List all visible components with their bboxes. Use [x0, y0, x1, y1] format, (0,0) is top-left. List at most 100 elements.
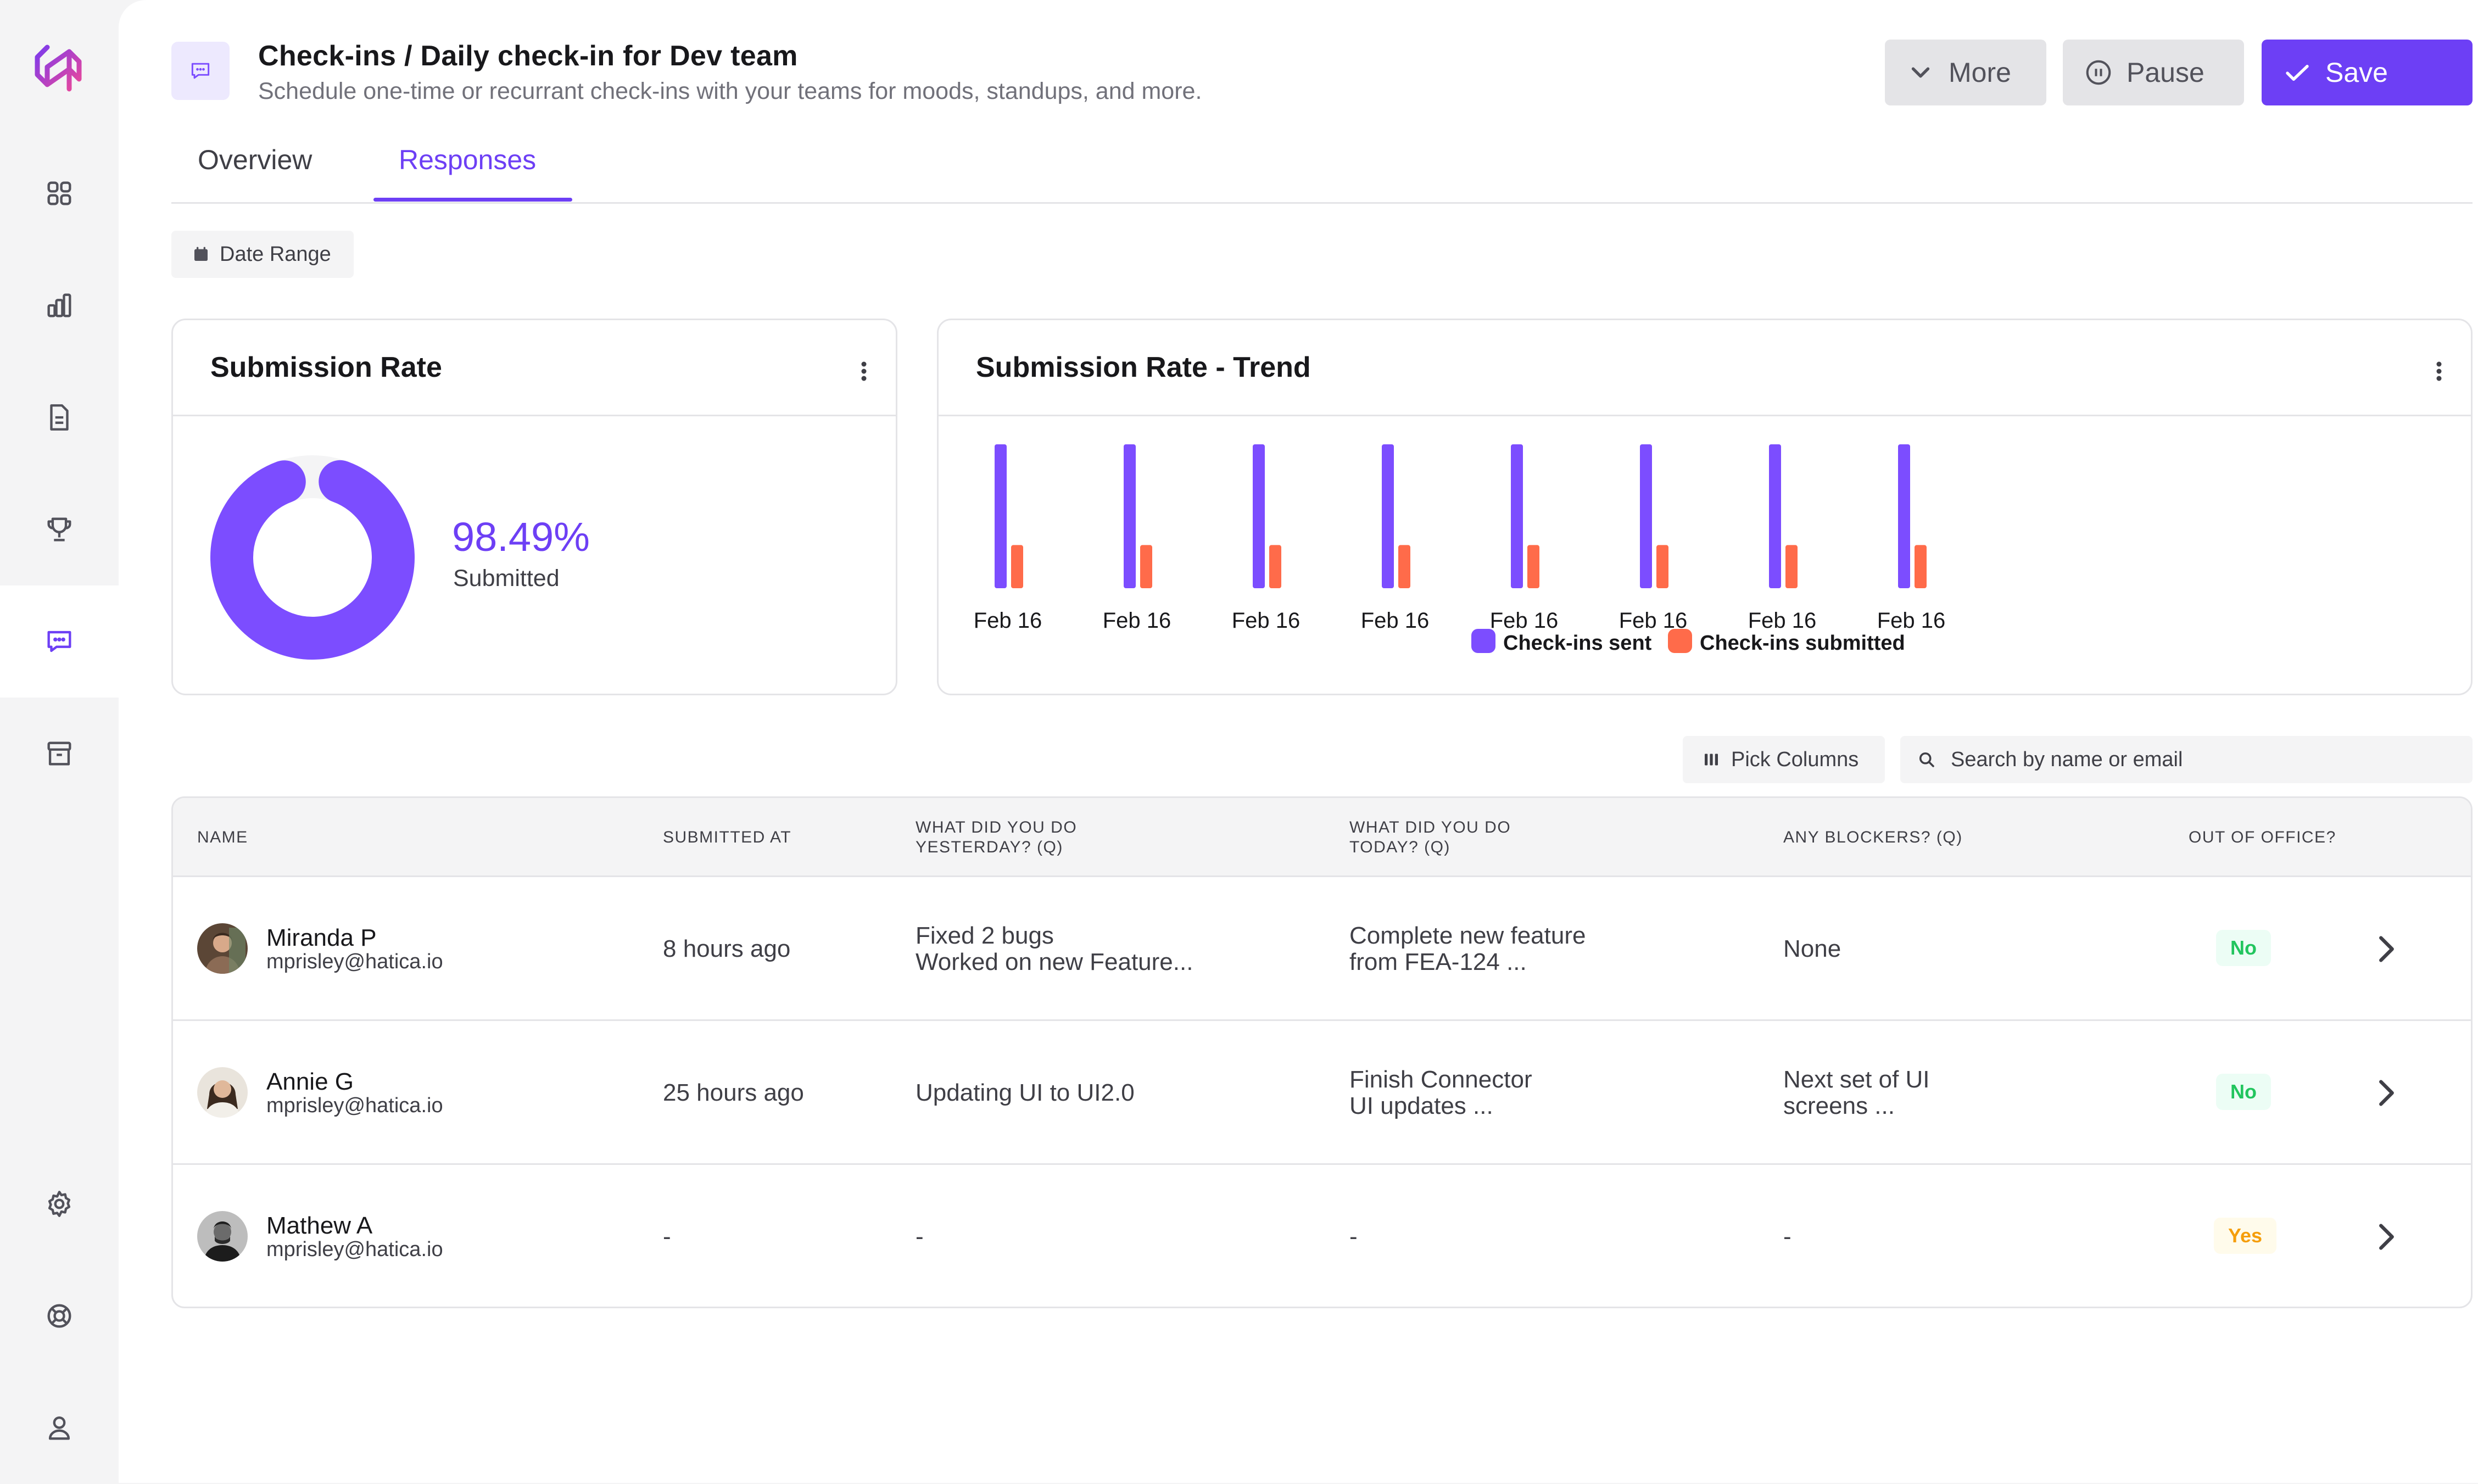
- user-info: Mathew A mprisley@hatica.io: [266, 1213, 443, 1261]
- blockers-cell: None: [1783, 935, 1841, 962]
- bar-sent[interactable]: [1382, 444, 1394, 588]
- date-range-button[interactable]: Date Range: [171, 231, 354, 278]
- column-header-out-of-office[interactable]: OUT OF OFFICE?: [2189, 828, 2336, 846]
- chat-icon: [191, 63, 210, 79]
- sidebar-item-dashboard[interactable]: [0, 137, 119, 249]
- pause-icon: [2086, 60, 2111, 85]
- column-header-blockers[interactable]: ANY BLOCKERS? (Q): [1783, 828, 1963, 846]
- bar-sent[interactable]: [1898, 444, 1910, 588]
- legend-label: Check-ins sent: [1503, 632, 1652, 655]
- responses-table: NAME SUBMITTED AT WHAT DID YOU DO YESTER…: [171, 796, 2473, 1308]
- bar-sent[interactable]: [995, 444, 1007, 588]
- bar-submitted[interactable]: [1527, 545, 1539, 588]
- user-info: Miranda P mprisley@hatica.io: [266, 925, 443, 973]
- submission-trend-chart: Feb 16 Feb 16 Feb 16 Feb 16 Feb 16 Feb 16 Feb …: [974, 444, 1945, 655]
- bar-submitted[interactable]: [1269, 545, 1281, 588]
- tab-overview[interactable]: Overview: [198, 144, 312, 175]
- chevron-down-icon: [1911, 67, 1930, 78]
- bar-submitted[interactable]: [1011, 545, 1023, 588]
- bar-submitted[interactable]: [1398, 545, 1410, 588]
- user-email: mprisley@hatica.io: [266, 950, 443, 973]
- bar-submitted[interactable]: [1656, 545, 1668, 588]
- column-header-name[interactable]: NAME: [197, 828, 248, 846]
- card-divider: [939, 415, 2471, 416]
- tab-responses[interactable]: Responses: [399, 144, 537, 175]
- sidebar-item-reports[interactable]: [0, 361, 119, 473]
- tabs-divider: [171, 202, 2473, 204]
- submission-rate-title: Submission Rate: [210, 352, 442, 383]
- donut-arc-submitted: [210, 455, 415, 660]
- out-of-office-badge: No: [2216, 1074, 2271, 1110]
- bar-submitted[interactable]: [1915, 545, 1927, 588]
- bar-submitted[interactable]: [1140, 545, 1152, 588]
- submission-trend-card: Submission Rate - Trend Feb 16 Feb 16 Feb …: [937, 319, 2473, 695]
- pick-columns-button[interactable]: Pick Columns: [1683, 736, 1885, 783]
- x-tick-label: Feb 16: [1619, 609, 1688, 633]
- chevron-right-icon[interactable]: [2367, 930, 2405, 968]
- legend-swatch: [1668, 629, 1692, 653]
- calendar-icon: [194, 247, 208, 261]
- settings-icon: [48, 1191, 71, 1217]
- sidebar-item-profile[interactable]: [0, 1372, 119, 1484]
- bar-sent[interactable]: [1124, 444, 1136, 588]
- kebab-menu-icon[interactable]: [2428, 352, 2450, 390]
- check-icon: [2286, 65, 2309, 81]
- avatar: [197, 923, 248, 974]
- sidebar-item-analytics[interactable]: [0, 249, 119, 361]
- more-button[interactable]: More: [1885, 40, 2046, 105]
- blockers-cell: -: [1783, 1223, 1791, 1250]
- pause-button-label: Pause: [2127, 57, 2204, 88]
- card-divider: [173, 415, 896, 416]
- out-of-office-badge: No: [2216, 930, 2271, 966]
- sidebar-item-checkins[interactable]: [0, 585, 119, 698]
- x-tick-label: Feb 16: [1232, 609, 1301, 633]
- bar-sent[interactable]: [1640, 444, 1652, 588]
- table-header: NAME SUBMITTED AT WHAT DID YOU DO YESTER…: [173, 798, 2471, 877]
- page-subtitle: Schedule one-time or recurrant check-ins…: [258, 78, 1202, 104]
- today-cell: Finish Connector UI updates ...: [1349, 1066, 1532, 1119]
- x-tick-label: Feb 16: [1361, 609, 1430, 633]
- save-button-label: Save: [2325, 57, 2388, 88]
- bar-sent[interactable]: [1253, 444, 1265, 588]
- chevron-right-icon[interactable]: [2367, 1074, 2405, 1112]
- hatica-logo[interactable]: [31, 41, 86, 96]
- chevron-right-icon[interactable]: [2367, 1218, 2405, 1256]
- more-button-label: More: [1949, 57, 2011, 88]
- submission-caption: Submitted: [453, 565, 560, 592]
- column-header-yesterday[interactable]: WHAT DID YOU DO YESTERDAY? (Q): [916, 818, 1078, 856]
- sidebar-item-help[interactable]: [0, 1260, 119, 1372]
- avatar: [197, 1211, 248, 1262]
- column-header-submitted-at[interactable]: SUBMITTED AT: [663, 828, 792, 846]
- column-header-today[interactable]: WHAT DID YOU DO TODAY? (Q): [1349, 818, 1511, 856]
- pick-columns-label: Pick Columns: [1731, 747, 1859, 771]
- user-email: mprisley@hatica.io: [266, 1094, 443, 1117]
- save-button[interactable]: Save: [2262, 40, 2473, 105]
- document-icon: [50, 404, 69, 431]
- sidebar-item-settings[interactable]: [0, 1148, 119, 1260]
- pause-button[interactable]: Pause: [2063, 40, 2244, 105]
- bar-submitted[interactable]: [1785, 545, 1798, 588]
- x-tick-label: Feb 16: [1103, 609, 1171, 633]
- yesterday-cell: -: [916, 1223, 924, 1250]
- sidebar-item-archive[interactable]: [0, 698, 119, 810]
- table-row[interactable]: Miranda P mprisley@hatica.io 8 hours ago…: [173, 877, 2471, 1021]
- bar-sent[interactable]: [1769, 444, 1781, 588]
- user-email: mprisley@hatica.io: [266, 1238, 443, 1261]
- submitted-at-cell: -: [663, 1223, 671, 1250]
- checkin-header-icon: [171, 42, 230, 100]
- sidebar-item-goals[interactable]: [0, 473, 119, 585]
- yesterday-cell: Updating UI to UI2.0: [916, 1079, 1135, 1106]
- blockers-cell: Next set of UI screens ...: [1783, 1066, 1930, 1119]
- table-row[interactable]: Annie G mprisley@hatica.io 25 hours ago …: [173, 1021, 2471, 1165]
- sidebar: [0, 0, 119, 1483]
- today-cell: -: [1349, 1223, 1358, 1250]
- date-range-label: Date Range: [220, 242, 331, 266]
- avatar: [197, 1067, 248, 1118]
- bar-sent[interactable]: [1511, 444, 1523, 588]
- search-input[interactable]: [1950, 747, 2446, 772]
- submission-rate-card: Submission Rate 98.49% Submitted: [171, 319, 897, 695]
- search-box[interactable]: [1900, 736, 2473, 783]
- table-row[interactable]: Mathew A mprisley@hatica.io - - - - Yes: [173, 1165, 2471, 1307]
- yesterday-cell: Fixed 2 bugs Worked on new Feature...: [916, 922, 1193, 975]
- kebab-menu-icon[interactable]: [853, 352, 875, 390]
